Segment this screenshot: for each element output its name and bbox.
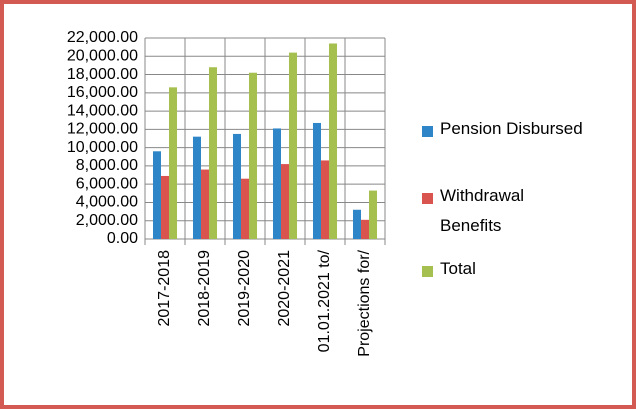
bar [321,160,329,239]
bar [169,87,177,239]
legend-swatch [422,266,433,277]
bar [193,136,201,239]
x-tick-label: 2019-2020 [236,250,253,327]
bar [249,72,257,239]
legend-item: Total [422,259,586,284]
y-tick-label: 16,000.00 [67,84,138,101]
y-tick-label: 18,000.00 [67,66,138,83]
legend-label: Pension Disbursed [440,119,583,138]
legend-label: Total [440,259,476,278]
y-tick-label: 20,000.00 [67,47,138,64]
y-tick-label: 8,000.00 [76,157,138,174]
legend-swatch [422,126,433,137]
bar [241,178,249,239]
legend-label: Withdrawal Benefits [440,186,525,235]
y-tick-label: 4,000.00 [76,194,138,211]
y-tick-label: 6,000.00 [76,175,138,192]
y-tick-label: 0.00 [107,230,138,247]
x-tick-label: 01.01.2021 to/ [316,249,333,352]
bar [201,169,209,239]
bar [273,128,281,239]
bar [153,151,161,239]
y-tick-label: 2,000.00 [76,212,138,229]
x-tick-label: 2020-2021 [276,250,293,327]
y-tick-label: 12,000.00 [67,121,138,138]
bar [161,175,169,239]
bar [233,133,241,239]
x-tick-label: 2017-2018 [156,250,173,327]
legend-item: Withdrawal Benefits [422,186,586,241]
legend-swatch [422,193,433,204]
y-tick-label: 22,000.00 [67,29,138,46]
bar [281,164,289,239]
bar [353,209,361,239]
bar [361,219,369,239]
x-tick-label: Projections for/ [356,249,373,356]
x-tick-label: 2018-2019 [196,250,213,327]
legend-item: Pension Disbursed [422,119,586,144]
bar [289,52,297,240]
bar [369,190,377,239]
y-tick-label: 14,000.00 [67,102,138,119]
bar [329,43,337,240]
y-tick-label: 10,000.00 [67,139,138,156]
bar [313,122,321,239]
bar [209,67,217,240]
